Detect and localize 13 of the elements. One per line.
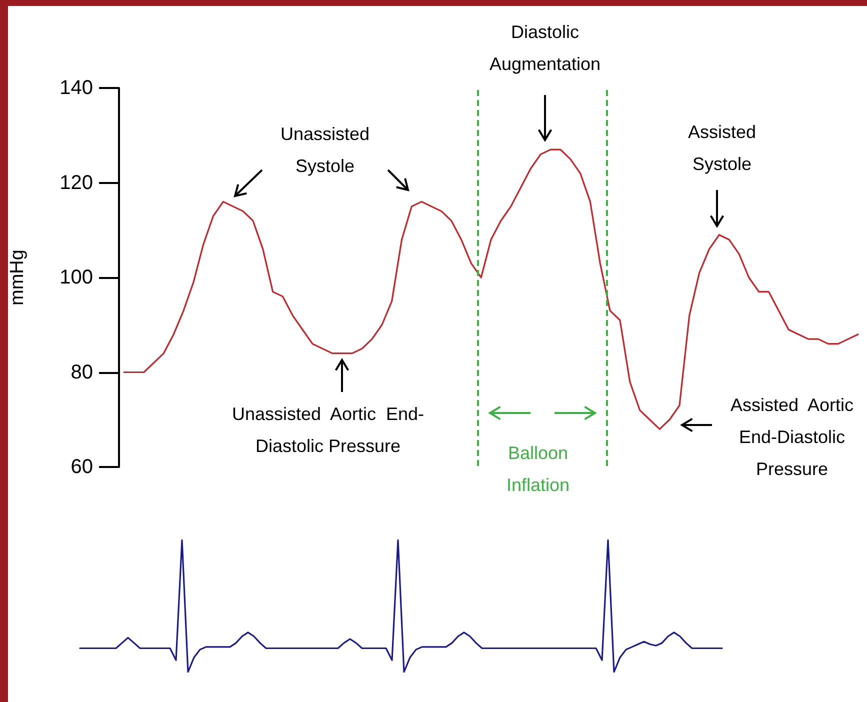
y-tick-label: 100 [60, 266, 93, 288]
annotation: Assisted Aortic End-Diastolic Pressure [730, 395, 854, 479]
y-tick-label: 80 [70, 361, 93, 384]
annotation: Assisted Systole [688, 122, 756, 174]
y-tick-label: 140 [60, 77, 93, 99]
line-series [123, 148, 859, 430]
annotation: Unassisted Aortic End- Diastolic Pressure [232, 404, 424, 456]
y-axis-title: mmHg [7, 250, 28, 306]
annotation: Unassisted Systole [280, 124, 370, 176]
annotation: Balloon Inflation [506, 443, 570, 495]
text: Diastolic Augmentation [489, 22, 601, 74]
y-tick-label: 60 [70, 456, 93, 478]
y-tick-label: 120 [60, 172, 93, 194]
